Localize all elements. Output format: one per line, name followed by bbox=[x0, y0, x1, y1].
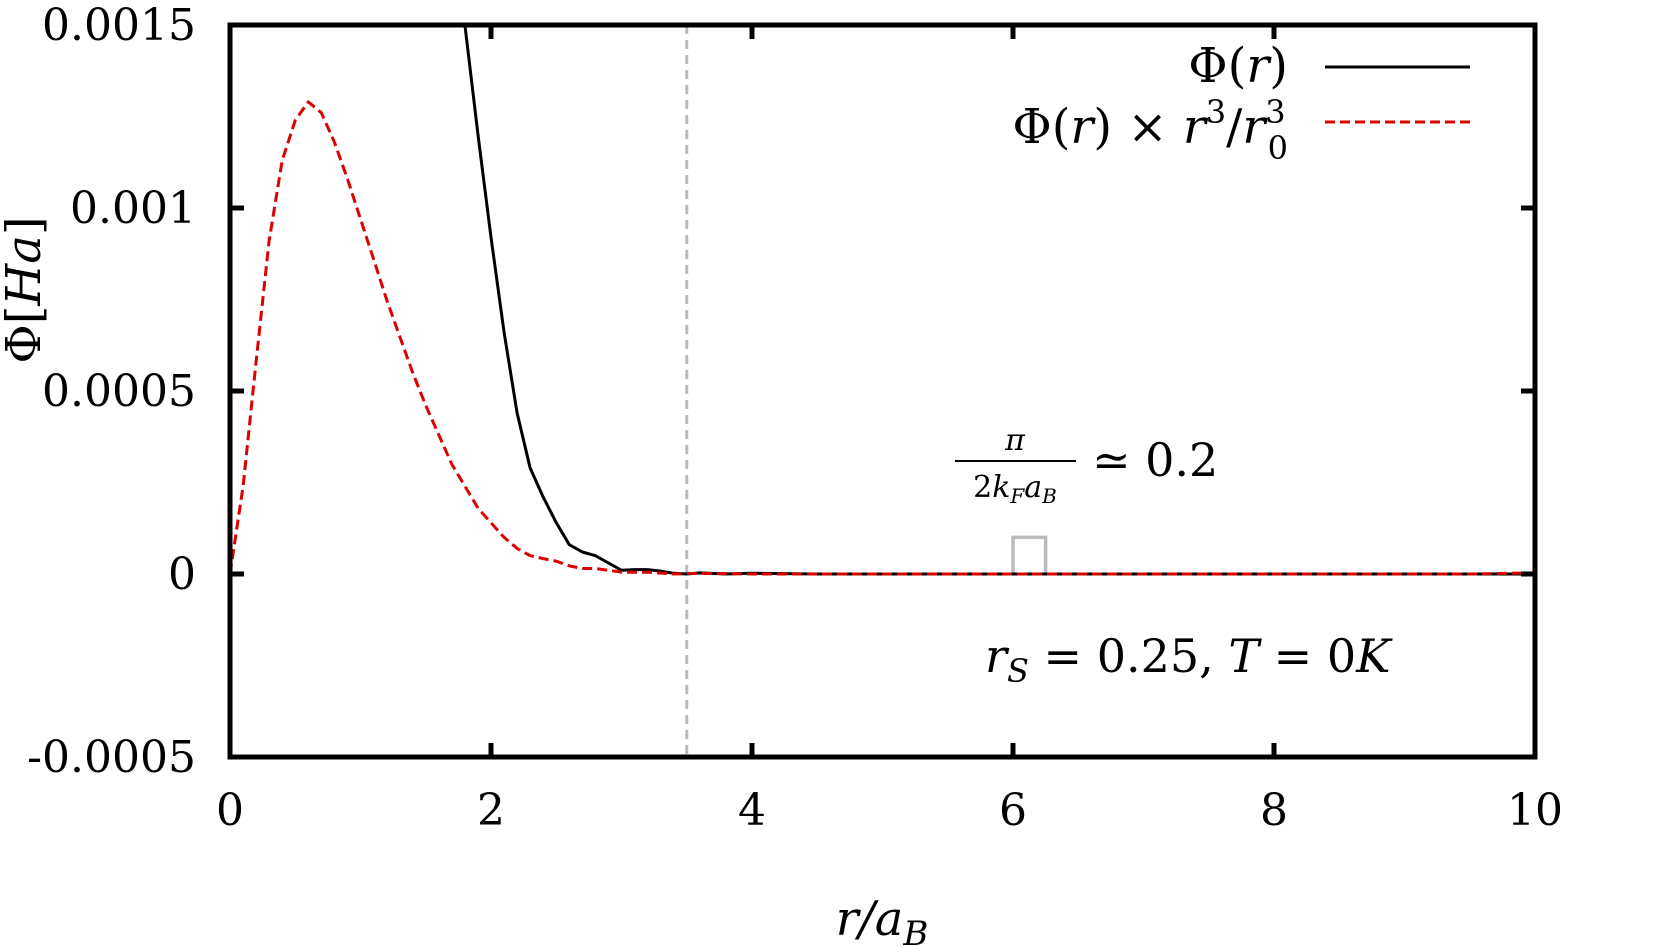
x-axis-label: r/aB bbox=[836, 891, 929, 947]
legend-label-phi: Φ(r) bbox=[1188, 38, 1288, 94]
y-tick-label-4: 0.0015 bbox=[42, 0, 196, 51]
wavelength-numerator: π bbox=[1004, 423, 1026, 458]
y-tick-label-1: 0 bbox=[168, 549, 196, 600]
x-tick-label-1: 2 bbox=[477, 785, 505, 836]
y-tick-label-3: 0.001 bbox=[70, 183, 196, 234]
series-line-1 bbox=[230, 100, 1535, 576]
wavelength-value: ≃ 0.2 bbox=[1092, 433, 1218, 487]
y-tick-label-0: -0.0005 bbox=[27, 732, 196, 783]
wavelength-denominator: 2kFaB bbox=[973, 470, 1057, 508]
y-axis-label: Φ[Ha] bbox=[0, 216, 52, 363]
plot-frame bbox=[227, 22, 1538, 760]
x-tick-label-5: 10 bbox=[1507, 785, 1563, 836]
parameters-annotation: rS = 0.25, T = 0K bbox=[985, 629, 1393, 690]
legend-label-phi-scaled: Φ(r) × r3/r3 0 bbox=[1012, 93, 1288, 167]
period-bracket bbox=[1011, 535, 1048, 574]
y-tick-label-2: 0.0005 bbox=[42, 366, 196, 417]
wavelength-annotation: π 2kFaB ≃ 0.2 bbox=[955, 423, 1218, 508]
x-tick-label-0: 0 bbox=[216, 785, 244, 836]
x-tick-label-2: 4 bbox=[738, 785, 766, 836]
x-tick-label-4: 8 bbox=[1260, 785, 1288, 836]
x-tick-label-3: 6 bbox=[999, 785, 1027, 836]
legend: Φ(r) Φ(r) × r3/r3 0 bbox=[1012, 38, 1470, 167]
